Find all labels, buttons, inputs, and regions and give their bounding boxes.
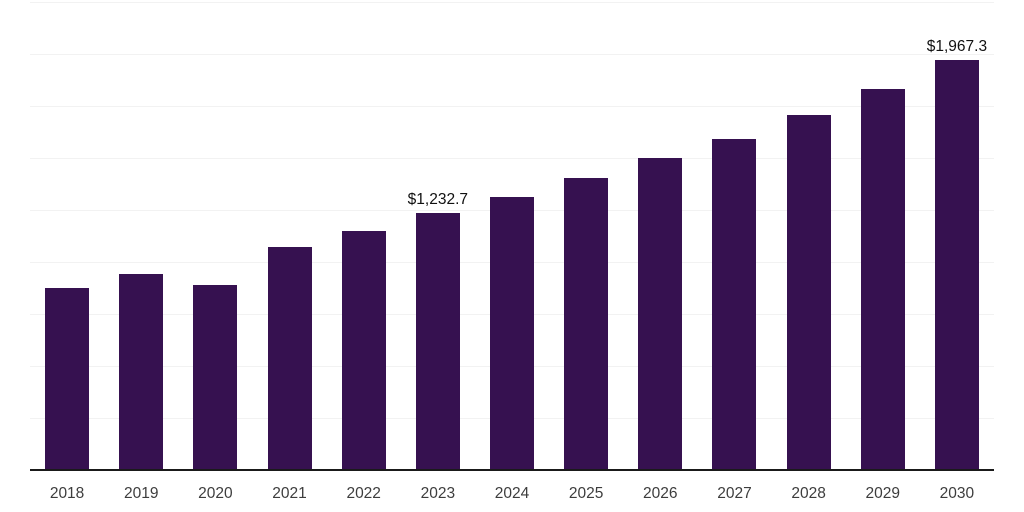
gridline bbox=[30, 158, 994, 159]
gridline bbox=[30, 2, 994, 3]
x-tick-label-2024: 2024 bbox=[494, 485, 530, 502]
bar-2029 bbox=[860, 88, 905, 469]
x-tick-label-2026: 2026 bbox=[643, 485, 678, 502]
bar-2026 bbox=[638, 158, 683, 469]
bar-2019 bbox=[119, 274, 164, 469]
bar-2030 bbox=[934, 59, 979, 469]
x-tick-label-2021: 2021 bbox=[272, 485, 307, 502]
gridline bbox=[30, 54, 994, 55]
plot-area: $1,232.7 $1,967.3 bbox=[30, 0, 994, 471]
bar-2024 bbox=[490, 196, 534, 469]
bar-2018 bbox=[45, 288, 90, 469]
bar-value-label-2023: $1,232.7 bbox=[407, 191, 469, 209]
gridline bbox=[30, 106, 994, 107]
x-tick-label-2028: 2028 bbox=[791, 485, 826, 502]
bar-2022 bbox=[341, 231, 386, 469]
bar-2023 bbox=[415, 212, 460, 469]
x-tick-label-2018: 2018 bbox=[49, 485, 85, 502]
x-tick-label-2025: 2025 bbox=[568, 485, 604, 502]
x-tick-label-2019: 2019 bbox=[123, 485, 159, 502]
bar-2028 bbox=[786, 114, 831, 469]
bar-2021 bbox=[267, 247, 312, 469]
x-tick-label-2023: 2023 bbox=[420, 485, 456, 502]
x-tick-label-2022: 2022 bbox=[346, 485, 381, 502]
x-tick-label-2029: 2029 bbox=[865, 485, 901, 502]
x-tick-label-2030: 2030 bbox=[939, 485, 975, 502]
bar-2025 bbox=[564, 178, 609, 469]
bar-2027 bbox=[712, 138, 757, 469]
x-tick-label-2027: 2027 bbox=[717, 485, 752, 502]
bar-2020 bbox=[193, 285, 238, 469]
bar-value-label-2030: $1,967.3 bbox=[926, 38, 988, 56]
x-axis-line bbox=[30, 469, 994, 471]
x-tick-label-2020: 2020 bbox=[198, 485, 233, 502]
